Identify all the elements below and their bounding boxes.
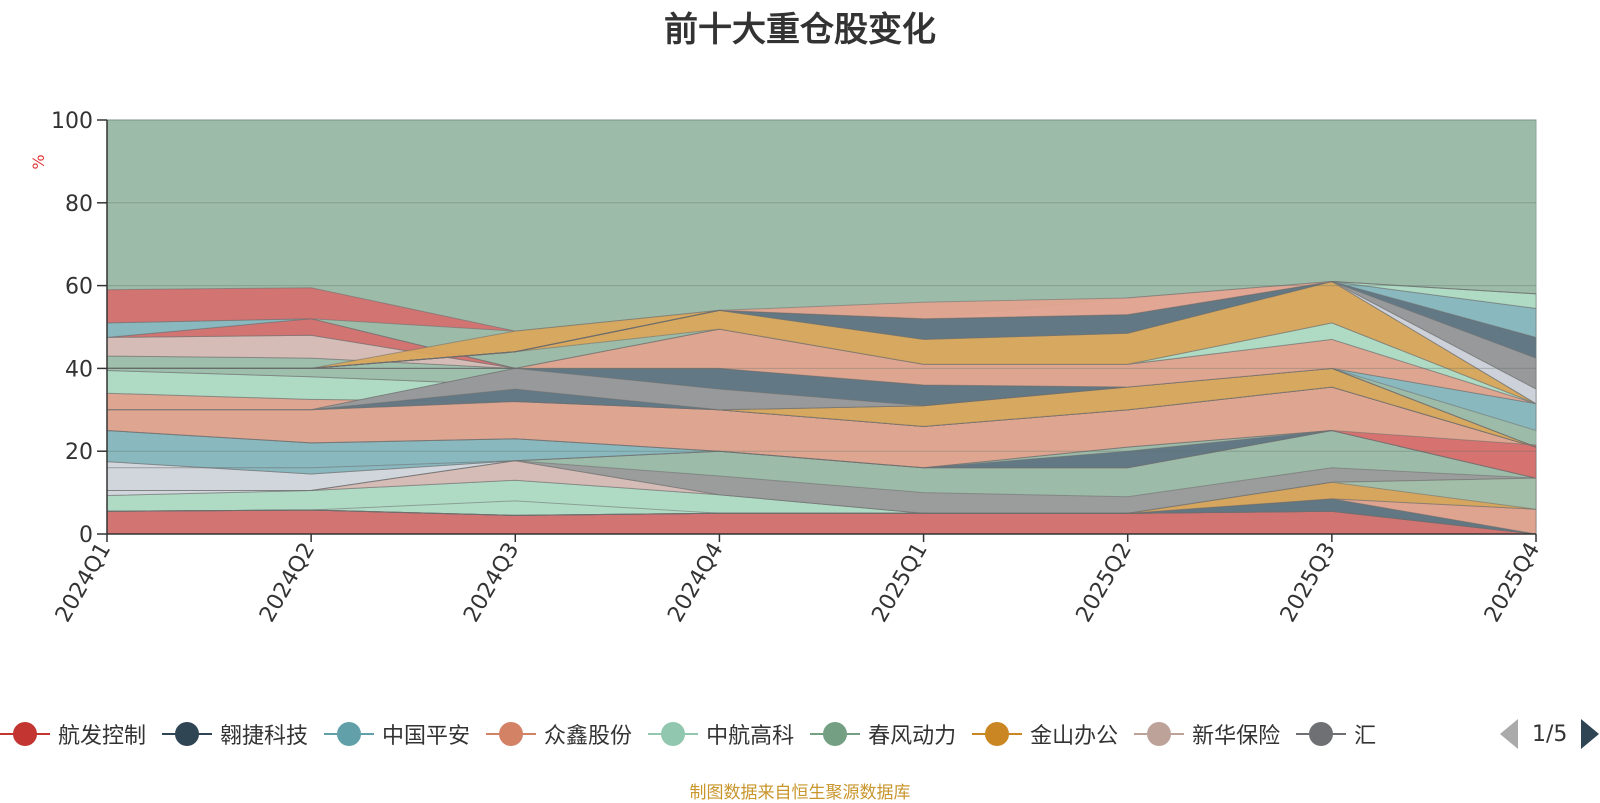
y-tick-label: 20 bbox=[65, 440, 93, 465]
legend-label: 航发控制 bbox=[58, 724, 147, 749]
legend-marker-icon bbox=[324, 722, 375, 746]
legend-item[interactable]: 新华保险 bbox=[1134, 714, 1280, 754]
legend-pager: 1/5 bbox=[1500, 718, 1600, 750]
legend-item[interactable]: 翱捷科技 bbox=[162, 714, 308, 754]
pager-page-indicator: 1/5 bbox=[1532, 721, 1568, 747]
area-layer-17 bbox=[106, 477, 1537, 516]
x-tick-label: 2025Q4 bbox=[1480, 539, 1545, 627]
legend-item[interactable]: 春风动力 bbox=[810, 714, 956, 754]
legend-marker-dot bbox=[13, 722, 37, 746]
legend-marker-dot bbox=[1147, 722, 1172, 746]
area-layers bbox=[106, 119, 1537, 535]
legend-marker-icon bbox=[648, 722, 699, 746]
legend-label: 翱捷科技 bbox=[220, 724, 309, 749]
pager-next-icon[interactable] bbox=[1581, 719, 1600, 749]
legend-item[interactable]: 众鑫股份 bbox=[486, 714, 632, 754]
legend-label: 中航高科 bbox=[706, 724, 795, 749]
legend-marker-icon bbox=[162, 722, 213, 746]
gridlines bbox=[107, 119, 1536, 452]
legend-item[interactable]: 中国平安 bbox=[324, 714, 470, 754]
legend-label: 新华保险 bbox=[1192, 724, 1281, 749]
legend-marker-dot bbox=[337, 722, 362, 746]
legend-marker-icon bbox=[486, 722, 537, 746]
legend-label: 金山办公 bbox=[1030, 724, 1119, 749]
legend-marker-icon bbox=[810, 722, 861, 746]
x-tick-label: 2025Q1 bbox=[867, 539, 932, 627]
y-tick-label: 100 bbox=[51, 109, 93, 134]
area-layer-32 bbox=[107, 280, 1537, 369]
y-tick-label: 0 bbox=[79, 523, 93, 548]
legend-marker-dot bbox=[823, 722, 848, 746]
legend-marker-dot bbox=[985, 722, 1010, 746]
x-tick-label: 2024Q4 bbox=[663, 539, 728, 627]
x-tick-label: 2024Q3 bbox=[459, 539, 524, 627]
legend-item[interactable]: 航发控制 bbox=[0, 714, 146, 754]
y-axis-unit-label: % bbox=[29, 154, 48, 169]
legend-marker-icon bbox=[0, 722, 50, 746]
legend-marker-icon bbox=[1134, 722, 1185, 746]
x-tick-label: 2024Q2 bbox=[255, 539, 320, 627]
y-tick-label: 40 bbox=[65, 357, 93, 382]
legend-marker-dot bbox=[175, 722, 200, 746]
x-tick-label: 2025Q3 bbox=[1276, 539, 1341, 627]
area-layer-22 bbox=[107, 367, 1537, 448]
legend-label: 春风动力 bbox=[868, 724, 957, 749]
pager-prev-icon[interactable] bbox=[1500, 719, 1518, 749]
legend-item[interactable]: 中航高科 bbox=[648, 714, 794, 754]
y-tick-label: 60 bbox=[65, 275, 93, 300]
x-tick-label: 2024Q1 bbox=[51, 539, 116, 627]
legend-item[interactable]: 汇 bbox=[1296, 714, 1376, 754]
legend-marker-icon bbox=[1296, 722, 1347, 746]
legend-label: 众鑫股份 bbox=[544, 724, 633, 749]
legend-marker-dot bbox=[499, 722, 524, 746]
legend: 航发控制 翱捷科技 中国平安 众鑫股份 中航高科 春风动力 金山办公 新华保险 汇 bbox=[0, 714, 1490, 754]
x-tick-label: 2025Q2 bbox=[1072, 539, 1137, 627]
y-tick-label: 80 bbox=[65, 192, 93, 217]
chart-title: 前十大重仓股变化 bbox=[664, 10, 936, 50]
area-layer-19 bbox=[106, 429, 1537, 479]
legend-marker-dot bbox=[661, 722, 686, 746]
legend-label: 汇 bbox=[1354, 724, 1377, 749]
source-note: 制图数据来自恒生聚源数据库 bbox=[689, 783, 911, 803]
legend-item[interactable]: 金山办公 bbox=[972, 714, 1118, 754]
legend-label: 中国平安 bbox=[382, 724, 471, 749]
legend-marker-dot bbox=[1309, 722, 1334, 746]
legend-marker-icon bbox=[972, 722, 1023, 746]
